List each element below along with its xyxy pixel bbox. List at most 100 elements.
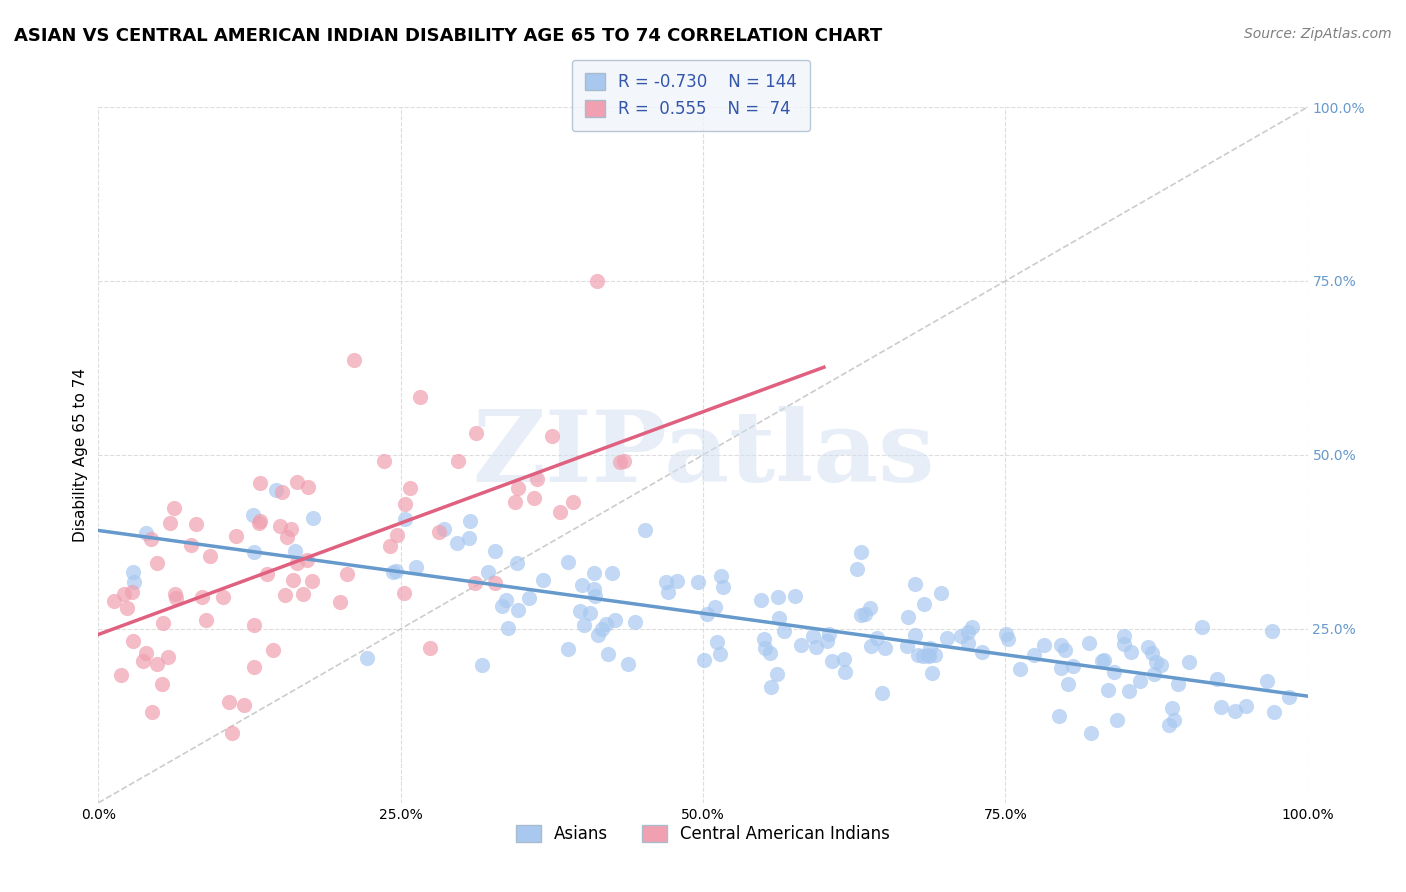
Text: ASIAN VS CENTRAL AMERICAN INDIAN DISABILITY AGE 65 TO 74 CORRELATION CHART: ASIAN VS CENTRAL AMERICAN INDIAN DISABIL… [14,27,883,45]
Point [711,580,734,594]
Point [243,659,266,673]
Point [907,648,929,662]
Point [785,590,807,604]
Point [595,617,617,632]
Point [1054,642,1077,657]
Point [995,627,1018,641]
Point [373,454,395,468]
Point [247,516,270,530]
Point [301,511,323,525]
Point [617,657,640,671]
Legend: Asians, Central American Indians: Asians, Central American Indians [509,819,897,850]
Point [292,587,315,601]
Point [1256,674,1278,689]
Point [766,667,789,681]
Point [152,616,174,631]
Point [394,512,416,526]
Point [269,519,291,533]
Point [458,514,481,528]
Point [135,646,157,660]
Point [624,615,647,629]
Point [283,544,305,558]
Point [506,556,529,570]
Point [710,568,733,582]
Point [447,454,470,468]
Point [1163,714,1185,728]
Point [706,634,728,648]
Point [270,484,292,499]
Point [1263,705,1285,719]
Point [917,648,939,662]
Point [242,545,264,559]
Point [1062,658,1084,673]
Point [834,665,856,680]
Point [540,428,562,442]
Point [295,553,318,567]
Point [1159,718,1181,732]
Point [970,645,993,659]
Point [343,353,366,368]
Point [613,453,636,467]
Point [1118,684,1140,698]
Point [709,647,731,661]
Point [859,601,882,615]
Point [657,584,679,599]
Point [1104,665,1126,679]
Point [531,574,554,588]
Point [821,654,844,668]
Point [378,539,401,553]
Point [579,606,602,620]
Text: ZIPatlas: ZIPatlas [472,407,934,503]
Point [458,531,481,545]
Point [752,632,775,647]
Point [957,625,980,640]
Point [1206,672,1229,686]
Point [818,627,841,641]
Point [583,589,606,603]
Point [211,590,233,604]
Point [190,590,212,604]
Point [583,566,606,581]
Point [266,483,288,497]
Point [336,566,359,581]
Point [583,582,606,596]
Point [110,668,132,682]
Point [1049,638,1071,652]
Point [790,639,813,653]
Point [1142,666,1164,681]
Point [1136,640,1159,654]
Point [1080,726,1102,740]
Point [1191,620,1213,634]
Point [585,274,607,288]
Point [146,657,169,672]
Point [262,642,284,657]
Point [654,575,676,590]
Point [1112,629,1135,643]
Point [122,565,145,579]
Point [1078,636,1101,650]
Point [484,575,506,590]
Point [1261,624,1284,639]
Point [596,647,619,661]
Point [665,574,688,588]
Point [571,578,593,592]
Point [766,591,789,605]
Point [405,560,427,574]
Point [139,532,162,546]
Point [866,631,889,645]
Point [1094,653,1116,667]
Point [949,629,972,643]
Point [446,536,468,550]
Point [832,652,855,666]
Point [804,640,827,655]
Point [1177,655,1199,669]
Point [242,508,264,523]
Point [135,526,157,541]
Point [904,628,927,642]
Point [924,648,946,662]
Point [918,649,941,664]
Point [1056,677,1078,691]
Point [249,475,271,490]
Point [605,613,627,627]
Point [870,685,893,699]
